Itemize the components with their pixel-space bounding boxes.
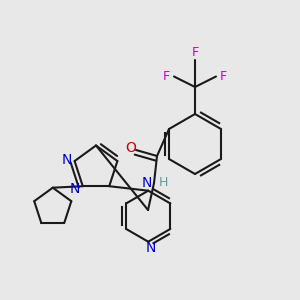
Text: N: N (62, 152, 72, 167)
Text: N: N (141, 176, 152, 190)
Text: F: F (220, 70, 227, 83)
Text: N: N (70, 182, 80, 196)
Text: F: F (191, 46, 199, 59)
Text: H: H (158, 176, 168, 190)
Text: O: O (125, 142, 136, 155)
Text: N: N (146, 241, 156, 255)
Text: F: F (163, 70, 170, 83)
